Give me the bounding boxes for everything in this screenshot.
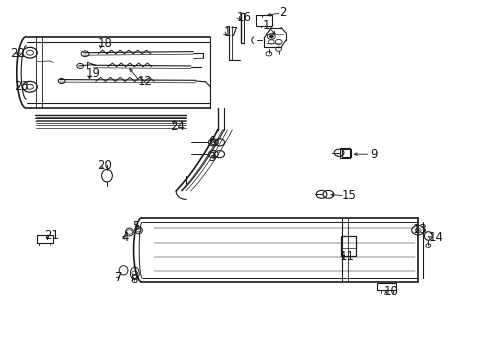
Text: 5: 5 <box>132 220 140 233</box>
Bar <box>376 283 395 291</box>
Text: 9: 9 <box>369 148 377 161</box>
Text: 8: 8 <box>130 273 137 286</box>
Circle shape <box>269 35 273 38</box>
Text: 6: 6 <box>207 135 215 148</box>
Text: 21: 21 <box>44 229 60 242</box>
Text: 4: 4 <box>122 231 129 244</box>
Text: 24: 24 <box>170 120 185 133</box>
Text: 14: 14 <box>428 231 443 244</box>
Text: 13: 13 <box>412 223 427 236</box>
Text: 12: 12 <box>137 75 152 87</box>
Text: 23: 23 <box>14 80 29 93</box>
Text: 1: 1 <box>263 19 270 32</box>
Bar <box>340 236 355 256</box>
Text: 7: 7 <box>115 271 122 284</box>
Text: 17: 17 <box>224 27 239 40</box>
Text: 15: 15 <box>341 189 356 202</box>
Bar <box>341 149 350 157</box>
Text: 11: 11 <box>339 250 354 263</box>
Text: 22: 22 <box>10 46 25 59</box>
Text: 3: 3 <box>207 151 215 164</box>
Text: 19: 19 <box>86 67 101 80</box>
Text: 20: 20 <box>97 159 112 172</box>
Bar <box>37 235 53 243</box>
Text: 2: 2 <box>279 6 286 19</box>
Bar <box>256 15 271 26</box>
Text: 10: 10 <box>383 285 398 298</box>
Text: 18: 18 <box>97 37 112 50</box>
Bar <box>339 148 349 158</box>
Text: 16: 16 <box>236 12 251 24</box>
